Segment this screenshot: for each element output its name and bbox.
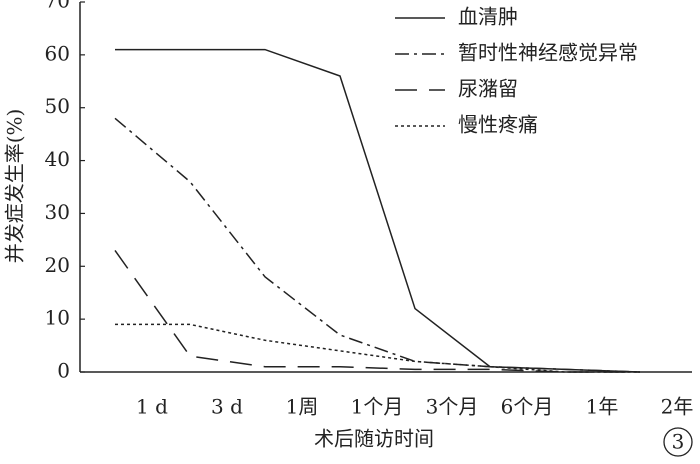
legend-label: 慢性疼痛 bbox=[458, 113, 538, 137]
y-tick-label: 70 bbox=[45, 0, 70, 13]
legend-label: 暂时性神经感觉异常 bbox=[458, 41, 638, 65]
y-tick-label: 40 bbox=[45, 147, 70, 171]
y-tick-label: 10 bbox=[45, 306, 70, 330]
x-tick-label: 1 d bbox=[136, 395, 168, 419]
series-line bbox=[115, 48, 641, 373]
series-line bbox=[114, 117, 641, 373]
legend-label: 尿潴留 bbox=[458, 77, 518, 101]
y-tick-label: 50 bbox=[45, 94, 70, 118]
series-line bbox=[114, 249, 640, 373]
x-tick-label: 2年 bbox=[661, 395, 694, 419]
x-tick-label: 1个月 bbox=[351, 395, 404, 419]
y-tick-label: 0 bbox=[57, 359, 70, 383]
y-axis-label: 并发症发生率(%) bbox=[3, 109, 27, 264]
x-tick-label: 3个月 bbox=[426, 395, 479, 419]
y-tick-label: 60 bbox=[45, 41, 70, 65]
x-tick-label: 1周 bbox=[286, 395, 319, 419]
x-axis-label: 术后随访时间 bbox=[314, 427, 434, 451]
y-tick-label: 20 bbox=[45, 253, 70, 277]
x-tick-label: 3 d bbox=[211, 395, 243, 419]
legend-label: 血清肿 bbox=[458, 5, 518, 29]
x-tick-label: 1年 bbox=[586, 395, 619, 419]
panel-label-circle bbox=[663, 427, 693, 457]
x-tick-label: 6个月 bbox=[501, 395, 554, 419]
y-tick-label: 30 bbox=[45, 200, 70, 224]
panel-label: 3 bbox=[672, 430, 685, 454]
series-line bbox=[115, 323, 640, 373]
